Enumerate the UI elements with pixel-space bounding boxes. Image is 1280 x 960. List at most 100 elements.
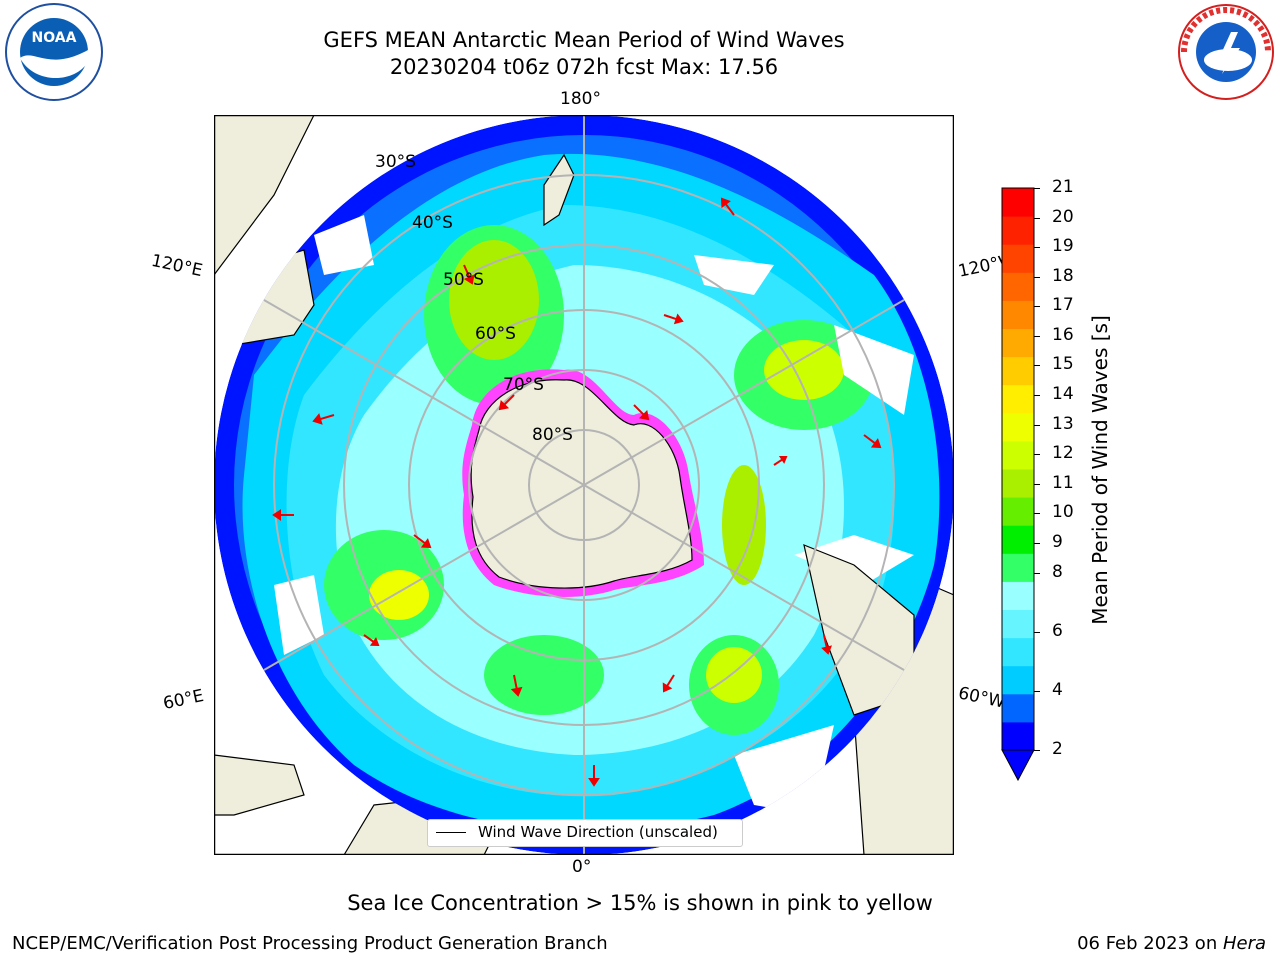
colorbar-tick-mark [1034, 690, 1040, 692]
colorbar-tick-label: 12 [1052, 443, 1074, 464]
wind-wave-arrowhead [638, 409, 650, 421]
footer-date-text: 06 Feb 2023 on [1077, 933, 1223, 954]
map-title: GEFS MEAN Antarctic Mean Period of Wind … [323, 28, 845, 52]
lat-label-30s: 30°S [375, 152, 416, 172]
colorbar-segment [1002, 525, 1034, 554]
wind-wave-arrow [724, 203, 735, 216]
colorbar-segment [1002, 469, 1034, 498]
legend-label: Wind Wave Direction (unscaled) [478, 823, 718, 841]
colorbar-tick-label: 19 [1052, 236, 1074, 257]
wind-wave-arrowhead [498, 399, 510, 411]
wind-wave-arrow [503, 394, 515, 406]
wind-wave-arrows [272, 197, 882, 787]
colorbar-tick-label: 4 [1052, 679, 1063, 700]
colorbar-label: Mean Period of Wind Waves [s] [1088, 315, 1112, 625]
colorbar-segment [1002, 693, 1034, 723]
colorbar-tick-mark [1034, 335, 1040, 337]
colorbar-segment [1002, 384, 1034, 414]
wind-wave-arrow [319, 414, 335, 421]
colorbar-segment [1002, 497, 1034, 526]
colorbar-tick-mark [1034, 454, 1040, 456]
wind-wave-arrow [413, 534, 426, 545]
wind-wave-arrowhead [312, 413, 323, 425]
wind-wave-arrowhead [369, 637, 380, 647]
colorbar-tick-label: 20 [1052, 206, 1074, 227]
colorbar-tick-label: 17 [1052, 295, 1074, 316]
colorbar-segment [1002, 665, 1034, 695]
lon-label-left-lower: 60°E [161, 685, 206, 715]
colorbar-tick-mark [1034, 572, 1040, 574]
colorbar-tick-mark [1034, 513, 1040, 515]
wind-wave-arrowhead [673, 313, 684, 325]
polar-map: 30°S 40°S 50°S 60°S 70°S 80°S Wind Wave … [214, 115, 954, 855]
colorbar-segment [1002, 721, 1034, 751]
colorbar-tick-mark [1034, 750, 1040, 751]
colorbar-tick-mark [1034, 188, 1040, 189]
lat-label-50s: 50°S [443, 270, 484, 290]
wind-wave-arrow [773, 458, 783, 466]
lat-label-70s: 70°S [503, 375, 544, 395]
colorbar-segment [1002, 553, 1034, 582]
wind-wave-arrow [663, 314, 677, 321]
wind-wave-arrow [823, 634, 828, 648]
wind-wave-arrowhead [510, 686, 523, 697]
colorbar-tick-mark [1034, 395, 1040, 397]
wind-wave-arrow [633, 404, 645, 416]
wind-wave-arrow [513, 674, 518, 690]
colorbar-tick-mark [1034, 542, 1040, 544]
colorbar-tick-label: 6 [1052, 620, 1063, 641]
colorbar-segment [1002, 272, 1034, 301]
wind-wave-arrowhead [463, 274, 475, 285]
wind-wave-arrow [363, 634, 375, 643]
colorbar-tick-label: 8 [1052, 561, 1063, 582]
colorbar-tick-mark [1034, 483, 1040, 485]
colorbar-segment [1002, 188, 1034, 217]
lon-label-top: 180° [560, 89, 601, 109]
sea-ice-note: Sea Ice Concentration > 15% is shown in … [347, 891, 933, 915]
colorbar-tick-label: 18 [1052, 265, 1074, 286]
wind-wave-arrowhead [821, 645, 833, 655]
map-legend: Wind Wave Direction (unscaled) [427, 819, 743, 847]
colorbar-extend-arrow [1001, 749, 1035, 782]
footer-host: Hera [1222, 933, 1266, 954]
wind-wave-arrowhead [662, 682, 673, 693]
colorbar-segment [1002, 300, 1034, 329]
colorbar-tick-mark [1034, 365, 1040, 367]
lat-label-80s: 80°S [532, 425, 573, 445]
colorbar-tick-label: 10 [1052, 502, 1074, 523]
wind-wave-arrowhead [420, 538, 432, 549]
lat-label-40s: 40°S [412, 213, 453, 233]
colorbar-segment [1002, 328, 1034, 358]
map-subtitle: 20230204 t06z 072h fcst Max: 17.56 [389, 55, 779, 79]
colorbar-tick-label: 21 [1052, 177, 1074, 197]
colorbar-segment [1002, 637, 1034, 667]
footer-date: 06 Feb 2023 on Hera [1077, 933, 1266, 954]
nws-logo [1176, 2, 1276, 102]
footer-producer: NCEP/EMC/Verification Post Processing Pr… [12, 933, 608, 954]
wind-wave-arrowhead [870, 438, 882, 449]
colorbar-segment [1002, 356, 1034, 386]
colorbar [1001, 187, 1035, 782]
colorbar-tick-mark [1034, 424, 1040, 426]
lon-label-bottom: 0° [572, 857, 592, 877]
colorbar-tick-mark [1034, 306, 1040, 308]
colorbar-segment [1002, 440, 1034, 470]
legend-line-sample [436, 832, 466, 833]
colorbar-tick-label: 14 [1052, 384, 1074, 405]
colorbar-segment [1002, 412, 1034, 442]
wind-wave-arrowhead [778, 456, 788, 464]
colorbar-tick-label: 2 [1052, 739, 1063, 759]
colorbar-tick-mark [1034, 217, 1040, 219]
colorbar-tick-label: 15 [1052, 354, 1074, 375]
noaa-logo: NOAA [4, 2, 104, 102]
wind-wave-arrow [666, 674, 675, 687]
colorbar-segment [1002, 609, 1034, 639]
colorbar-tick-label: 11 [1052, 472, 1074, 493]
wind-wave-arrowhead [588, 778, 600, 787]
noaa-logo-text: NOAA [32, 30, 77, 46]
colorbar-tick-label: 16 [1052, 324, 1074, 345]
lon-label-left-upper: 120°E [149, 250, 205, 282]
colorbar-segment [1002, 244, 1034, 273]
colorbar-segment [1002, 216, 1034, 245]
colorbar-tick-label: 9 [1052, 531, 1063, 552]
